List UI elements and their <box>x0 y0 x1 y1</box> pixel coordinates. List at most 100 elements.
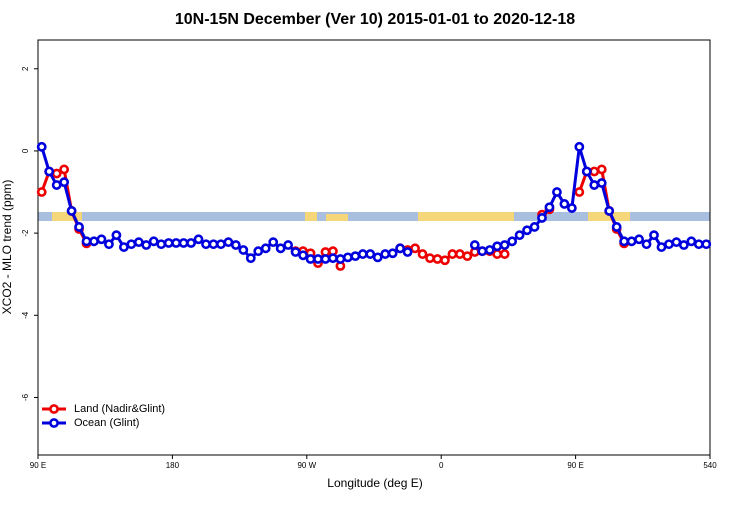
y-tick-label: 0 <box>21 148 30 153</box>
data-point <box>305 254 316 264</box>
x-tick-label: 540 <box>703 461 717 470</box>
x-tick-label: 90 W <box>297 461 316 470</box>
data-point <box>320 254 331 264</box>
data-point <box>372 252 383 263</box>
data-point <box>216 239 226 250</box>
data-point <box>469 240 480 250</box>
data-point <box>148 236 159 247</box>
data-point <box>514 230 525 241</box>
data-point <box>89 236 99 247</box>
data-point <box>253 246 264 257</box>
data-point <box>425 253 435 264</box>
data-point <box>693 239 704 250</box>
x-tick-label: 180 <box>166 461 180 470</box>
data-point <box>440 255 450 266</box>
data-point <box>402 247 413 257</box>
data-point <box>701 239 712 250</box>
data-point <box>36 187 47 197</box>
y-tick-label: 2 <box>21 66 30 71</box>
data-point <box>342 252 353 263</box>
data-point <box>454 249 465 259</box>
legend-label: Land (Nadir&Glint) <box>74 403 165 415</box>
legend-marker <box>49 418 59 428</box>
plot-frame <box>37 39 711 456</box>
data-point <box>178 238 189 248</box>
y-axis-label: XCO2 - MLO trend (ppm) <box>0 180 14 315</box>
data-point <box>335 254 346 264</box>
data-point <box>66 206 77 216</box>
data-point <box>604 206 615 216</box>
data-point <box>499 240 510 250</box>
data-point <box>36 141 47 152</box>
data-point <box>686 236 697 247</box>
data-point <box>589 166 600 177</box>
data-point <box>141 240 152 250</box>
data-point <box>118 242 129 252</box>
data-point <box>156 239 167 250</box>
data-point <box>350 251 361 262</box>
data-point <box>313 254 323 264</box>
data-point <box>51 180 62 190</box>
data-point <box>596 164 607 175</box>
data-point <box>186 238 196 248</box>
land-mask-strip <box>38 212 710 221</box>
x-tick-label: 90 E <box>567 461 583 470</box>
chart-title: 10N-15N December (Ver 10) 2015-01-01 to … <box>175 11 575 28</box>
data-point <box>133 237 144 248</box>
data-point <box>529 222 540 232</box>
data-point <box>552 187 562 197</box>
data-point <box>395 243 406 254</box>
y-tick-label: -4 <box>21 311 30 319</box>
data-point <box>357 249 368 259</box>
data-point <box>477 246 488 257</box>
data-point <box>537 213 547 223</box>
data-point <box>74 222 84 232</box>
data-point <box>574 141 585 152</box>
data-point <box>96 234 107 245</box>
data-point <box>283 240 294 250</box>
data-point <box>492 241 503 252</box>
data-point <box>298 250 308 261</box>
data-point <box>499 249 510 259</box>
data-point <box>649 230 659 241</box>
y-tick-label: -6 <box>21 393 30 401</box>
data-point <box>328 253 338 264</box>
data-point <box>59 164 70 175</box>
data-point <box>126 239 137 250</box>
data-point <box>664 239 674 250</box>
data-point <box>81 236 92 247</box>
data-point <box>290 247 301 257</box>
x-tick-label: 0 <box>439 461 444 470</box>
data-point <box>656 242 667 252</box>
data-point <box>171 238 182 248</box>
data-point <box>387 248 398 259</box>
data-point <box>484 245 495 255</box>
data-point <box>104 239 114 250</box>
data-point <box>641 239 652 250</box>
legend-label: Ocean (Glint) <box>74 417 139 429</box>
data-point <box>619 236 630 247</box>
data-point <box>410 243 420 254</box>
data-point <box>44 166 55 177</box>
x-axis-label: Longitude (deg E) <box>327 476 422 490</box>
data-point <box>201 239 211 250</box>
data-point <box>238 245 249 255</box>
data-point <box>260 243 271 254</box>
data-point <box>417 249 428 259</box>
data-point <box>275 243 286 254</box>
data-point <box>245 253 256 264</box>
data-point <box>59 177 70 188</box>
data-point <box>365 249 376 259</box>
data-point <box>380 249 391 259</box>
data-point <box>230 240 241 250</box>
data-point <box>268 237 279 248</box>
x-tick-label: 90 E <box>30 461 46 470</box>
data-point <box>611 222 622 232</box>
data-point <box>462 251 473 262</box>
data-point <box>559 199 570 209</box>
data-point <box>544 202 555 213</box>
data-point <box>566 203 577 213</box>
data-point <box>507 236 518 247</box>
data-point <box>574 187 585 197</box>
